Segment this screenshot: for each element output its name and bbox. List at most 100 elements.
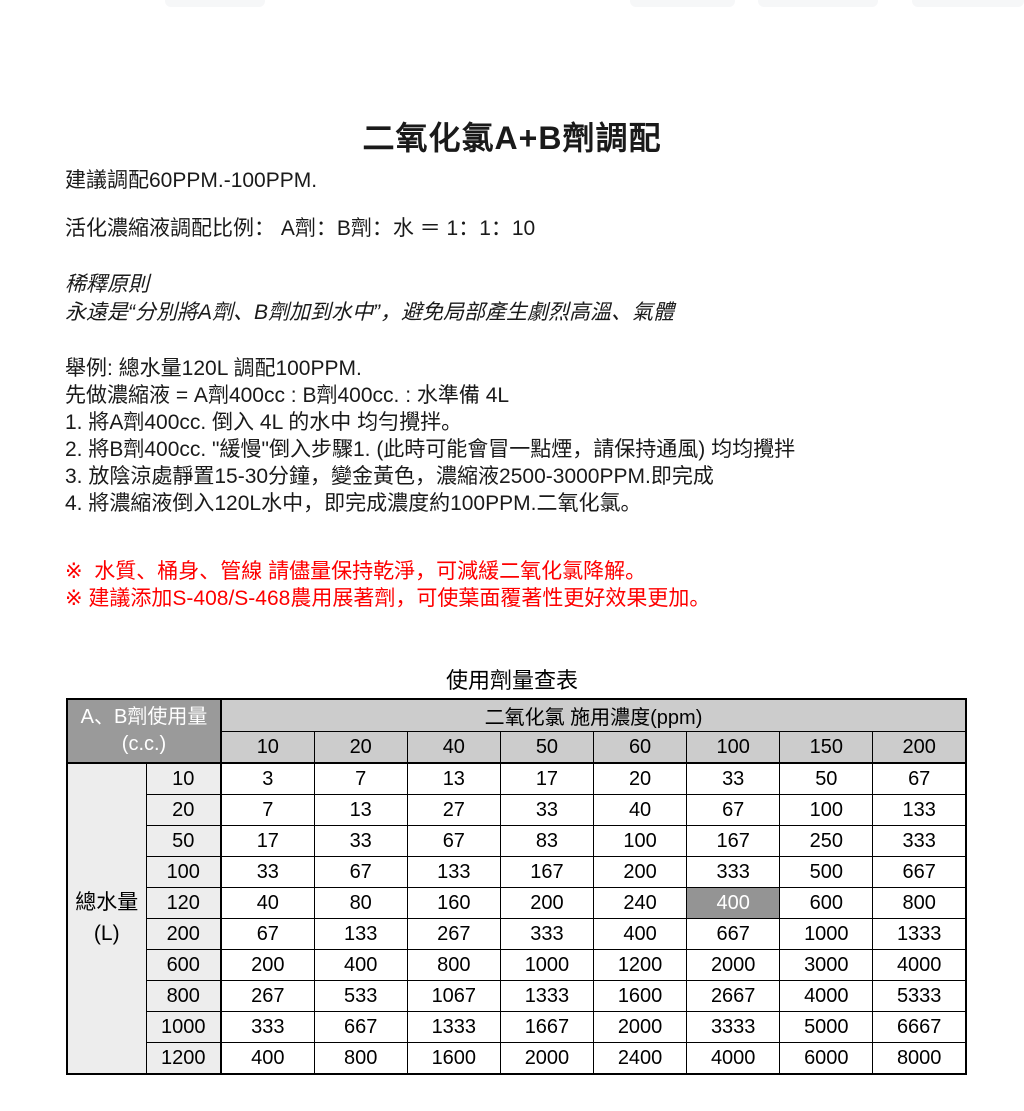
example-concentrate-text: 先做濃縮液 = A劑400cc : B劑400cc. : 水準備 4L: [65, 384, 510, 407]
dosage-cell: 200: [220, 949, 315, 981]
dosage-cell: 200: [592, 856, 688, 888]
example-step-2: 2. 將B劑400cc. "緩慢"倒入步驟1. (此時可能會冒一點煙，請保持通風…: [65, 438, 796, 461]
dosage-cell: 67: [313, 856, 408, 888]
concentration-column-header: 20: [313, 731, 408, 764]
dosage-cell: 3: [220, 762, 315, 795]
dosage-cell-highlighted: 400: [686, 887, 781, 919]
corner-header-line-1: A、B劑使用量: [80, 706, 208, 728]
dosage-cell: 80: [313, 887, 408, 919]
dosage-cell: 1000: [779, 918, 874, 950]
dosage-cell: 200: [499, 887, 595, 919]
dosage-cell: 100: [779, 794, 874, 826]
dosage-cell: 5333: [872, 980, 967, 1012]
example-heading: 舉例: 總水量120L 調配100PPM.: [65, 357, 362, 380]
dosage-cell: 7: [220, 794, 315, 826]
dosage-cell: 1600: [592, 980, 688, 1012]
dosage-cell: 600: [779, 887, 874, 919]
dosage-table-body: 總水量 (L) 10 3 7 13 17 20 33 50 67 20 7 13 27 33 40 67 100 13…: [66, 762, 967, 1075]
dosage-cell: 33: [220, 856, 315, 888]
row-label: 1000: [145, 1011, 222, 1043]
dosage-cell: 333: [499, 918, 595, 950]
dosage-cell: 13: [313, 794, 408, 826]
dosage-cell: 400: [220, 1042, 315, 1075]
dosage-cell: 4000: [686, 1042, 781, 1075]
recommended-ppm-text: 建議調配60PPM.-100PPM.: [65, 169, 318, 192]
dosage-cell: 2667: [686, 980, 781, 1012]
row-label: 100: [145, 856, 222, 888]
dosage-cell: 13: [406, 762, 501, 795]
row-label: 10: [145, 762, 222, 795]
dilution-principle-body: 永遠是“分別將A劑、B劑加到水中”，避免局部產生劇烈高溫、氣體: [65, 301, 674, 324]
dosage-cell: 8000: [872, 1042, 967, 1075]
dosage-cell: 4000: [779, 980, 874, 1012]
dosage-cell: 333: [686, 856, 781, 888]
row-label: 600: [145, 949, 222, 981]
table-row: 800 267 533 1067 1333 1600 2667 4000 5333: [67, 980, 967, 1012]
dosage-cell: 100: [592, 825, 688, 857]
dosage-cell: 400: [313, 949, 408, 981]
warning-note-1: ※ 水質、桶身、管線 請儘量保持乾淨，可減緩二氧化氯降解。: [65, 560, 647, 583]
table-header-row-2: 10 20 40 50 60 100 150 200: [67, 731, 967, 764]
dosage-cell: 667: [313, 1011, 408, 1043]
dosage-cell: 2000: [592, 1011, 688, 1043]
dosage-cell: 67: [686, 794, 781, 826]
dilution-principle-heading: 稀釋原則: [65, 273, 149, 296]
dosage-cell: 1200: [592, 949, 688, 981]
dosage-cell: 67: [220, 918, 315, 950]
dosage-cell: 6667: [872, 1011, 967, 1043]
dosage-cell: 33: [499, 794, 595, 826]
dosage-cell: 333: [220, 1011, 315, 1043]
dosage-cell: 2000: [499, 1042, 595, 1075]
dosage-cell: 3333: [686, 1011, 781, 1043]
dosage-cell: 40: [220, 887, 315, 919]
dosage-cell: 400: [592, 918, 688, 950]
dosage-cell: 3000: [779, 949, 874, 981]
row-group-label-line-1: 總水量: [75, 891, 139, 915]
dosage-cell: 50: [779, 762, 874, 795]
corner-header-line-2: (c.c.): [121, 733, 167, 755]
dosage-cell: 133: [872, 794, 967, 826]
concentration-column-header: 100: [686, 731, 781, 764]
table-row: 20 7 13 27 33 40 67 100 133: [67, 794, 967, 826]
dosage-cell: 33: [686, 762, 781, 795]
top-edge-artifact: [912, 0, 1024, 7]
table-row: 100 33 67 133 167 200 333 500 667: [67, 856, 967, 888]
dosage-cell: 1333: [406, 1011, 501, 1043]
row-label: 1200: [145, 1042, 222, 1075]
dosage-cell: 267: [406, 918, 501, 950]
concentration-column-header: 150: [779, 731, 874, 764]
dosage-cell: 167: [686, 825, 781, 857]
dosage-cell: 4000: [872, 949, 967, 981]
concentration-header-cell: 二氧化氯 施用濃度(ppm): [220, 698, 967, 732]
warning-note-2: ※ 建議添加S-408/S-468農用展著劑，可使葉面覆著性更好效果更加。: [65, 587, 711, 610]
dosage-cell: 40: [592, 794, 688, 826]
row-group-label: 總水量 (L): [66, 762, 147, 1075]
table-row: 總水量 (L) 10 3 7 13 17 20 33 50 67: [66, 762, 967, 1075]
dosage-cell: 17: [220, 825, 315, 857]
dosage-cell: 800: [406, 949, 501, 981]
page-title: 二氧化氯A+B劑調配: [362, 120, 662, 157]
top-edge-artifact: [630, 0, 735, 7]
row-label: 20: [145, 794, 222, 826]
dosage-table: A、B劑使用量 (c.c.) 二氧化氯 施用濃度(ppm) 10 20 40 5…: [66, 698, 967, 1075]
dosage-cell: 33: [313, 825, 408, 857]
dosage-cell: 533: [313, 980, 408, 1012]
dosage-cell: 5000: [779, 1011, 874, 1043]
dosage-cell: 1333: [872, 918, 967, 950]
dosage-cell: 6000: [779, 1042, 874, 1075]
dosage-cell: 17: [499, 762, 595, 795]
dosage-cell: 133: [313, 918, 408, 950]
table-row: 200 67 133 267 333 400 667 1000 1333: [67, 918, 967, 950]
concentration-column-header: 40: [406, 731, 501, 764]
dosage-cell: 133: [406, 856, 501, 888]
dosage-table-container: A、B劑使用量 (c.c.) 二氧化氯 施用濃度(ppm) 10 20 40 5…: [66, 698, 967, 1075]
row-group-label-line-2: (L): [93, 921, 120, 945]
table-row: 1200 400 800 1600 2000 2400 4000 6000 8000: [67, 1042, 967, 1075]
dosage-cell: 250: [779, 825, 874, 857]
dosage-cell: 67: [872, 762, 967, 795]
dosage-cell: 2000: [686, 949, 781, 981]
mix-ratio-text: 活化濃縮液調配比例： A劑：B劑：水 ＝ 1：1：10: [65, 217, 536, 240]
table-row: 600 200 400 800 1000 1200 2000 3000 4000: [67, 949, 967, 981]
concentration-column-header: 60: [592, 731, 688, 764]
dosage-cell: 1333: [499, 980, 595, 1012]
